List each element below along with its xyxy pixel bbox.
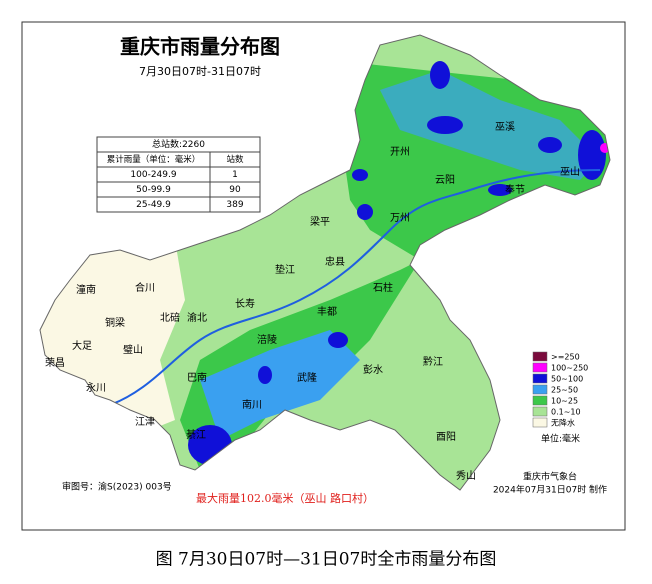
legend-label: 50~100 [551, 375, 583, 384]
table-cell: 25-49.9 [136, 200, 171, 210]
district-label: 大足 [72, 339, 92, 352]
table-border [96, 136, 261, 213]
map-subtitle: 7月30日07时-31日07时 [139, 65, 261, 78]
producer: 重庆市气象台 [523, 471, 577, 483]
district-label: 石柱 [373, 281, 393, 294]
district-label: 潼南 [76, 283, 96, 296]
legend-label: 0.1~10 [551, 408, 581, 417]
district-label: 酉阳 [436, 431, 456, 443]
district-label: 北碚 [160, 311, 180, 324]
table-cell: 389 [226, 200, 243, 210]
table-cell: 1 [232, 170, 238, 180]
district-label: 涪陵 [257, 333, 277, 346]
legend-label: >=250 [551, 353, 580, 362]
district-label: 南川 [242, 398, 262, 411]
district-label: 垫江 [275, 263, 295, 276]
map-title: 重庆市雨量分布图 [120, 35, 280, 59]
district-label: 秀山 [456, 470, 476, 482]
legend: >=250 100~250 50~100 25~50 10~25 0.1~10无降水单位:… [532, 351, 588, 445]
district-label: 渝北 [187, 311, 207, 324]
legend-swatch [532, 384, 548, 395]
district-label: 梁平 [310, 215, 330, 228]
legend-swatch [532, 417, 548, 428]
table-cell: 90 [229, 185, 241, 195]
district-label: 璧山 [123, 343, 143, 356]
district-label: 武隆 [297, 371, 317, 384]
district-label: 江津 [135, 416, 155, 428]
district-label: 綦江 [186, 428, 206, 441]
table-header: 累计雨量（单位：毫米） [107, 154, 201, 165]
district-label: 忠县 [325, 256, 345, 268]
legend-label: 25~50 [551, 386, 578, 395]
district-label: 黔江 [423, 355, 443, 368]
legend-swatch [532, 406, 548, 417]
table-total: 总站数:2260 [152, 138, 205, 150]
district-label: 云阳 [435, 174, 455, 186]
legend-label: 100~250 [551, 364, 588, 373]
district-label: 铜梁 [105, 316, 125, 329]
legend-swatch [532, 351, 548, 362]
legend-label: 10~25 [551, 397, 578, 406]
figure-caption: 图 7月30日07时—31日07时全市雨量分布图 [156, 550, 497, 570]
legend-swatch [532, 362, 548, 373]
legend-swatch [532, 373, 548, 384]
produced-time: 2024年07月31日07时 制作 [493, 484, 607, 496]
district-label: 万州 [390, 212, 410, 224]
district-label: 永川 [86, 381, 106, 394]
district-label: 奉节 [505, 183, 525, 196]
district-label: 荣昌 [45, 357, 65, 369]
district-label: 彭水 [363, 363, 383, 376]
district-label: 开州 [390, 146, 410, 158]
table-header: 站数 [226, 154, 244, 165]
map-approval: 审图号：渝S(2023) 003号 [62, 481, 172, 493]
district-label: 长寿 [235, 297, 255, 310]
district-label: 巫溪 [495, 121, 515, 133]
district-label: 丰都 [317, 305, 337, 318]
district-label: 巫山 [560, 166, 580, 178]
table-cell: 50-99.9 [136, 185, 171, 195]
district-label: 合川 [135, 281, 155, 294]
stats-table: 总站数:2260 累计雨量（单位：毫米） 站数 100-249.9 1 50-99.9 90… [96, 136, 261, 213]
district-label: 巴南 [187, 371, 207, 384]
table-cell: 100-249.9 [130, 170, 176, 180]
legend-label: 无降水 [551, 418, 575, 428]
legend-unit: 单位:毫米 [541, 433, 580, 445]
legend-swatch [532, 395, 548, 406]
max-rain: 最大雨量102.0毫米（巫山 路口村） [196, 491, 374, 505]
